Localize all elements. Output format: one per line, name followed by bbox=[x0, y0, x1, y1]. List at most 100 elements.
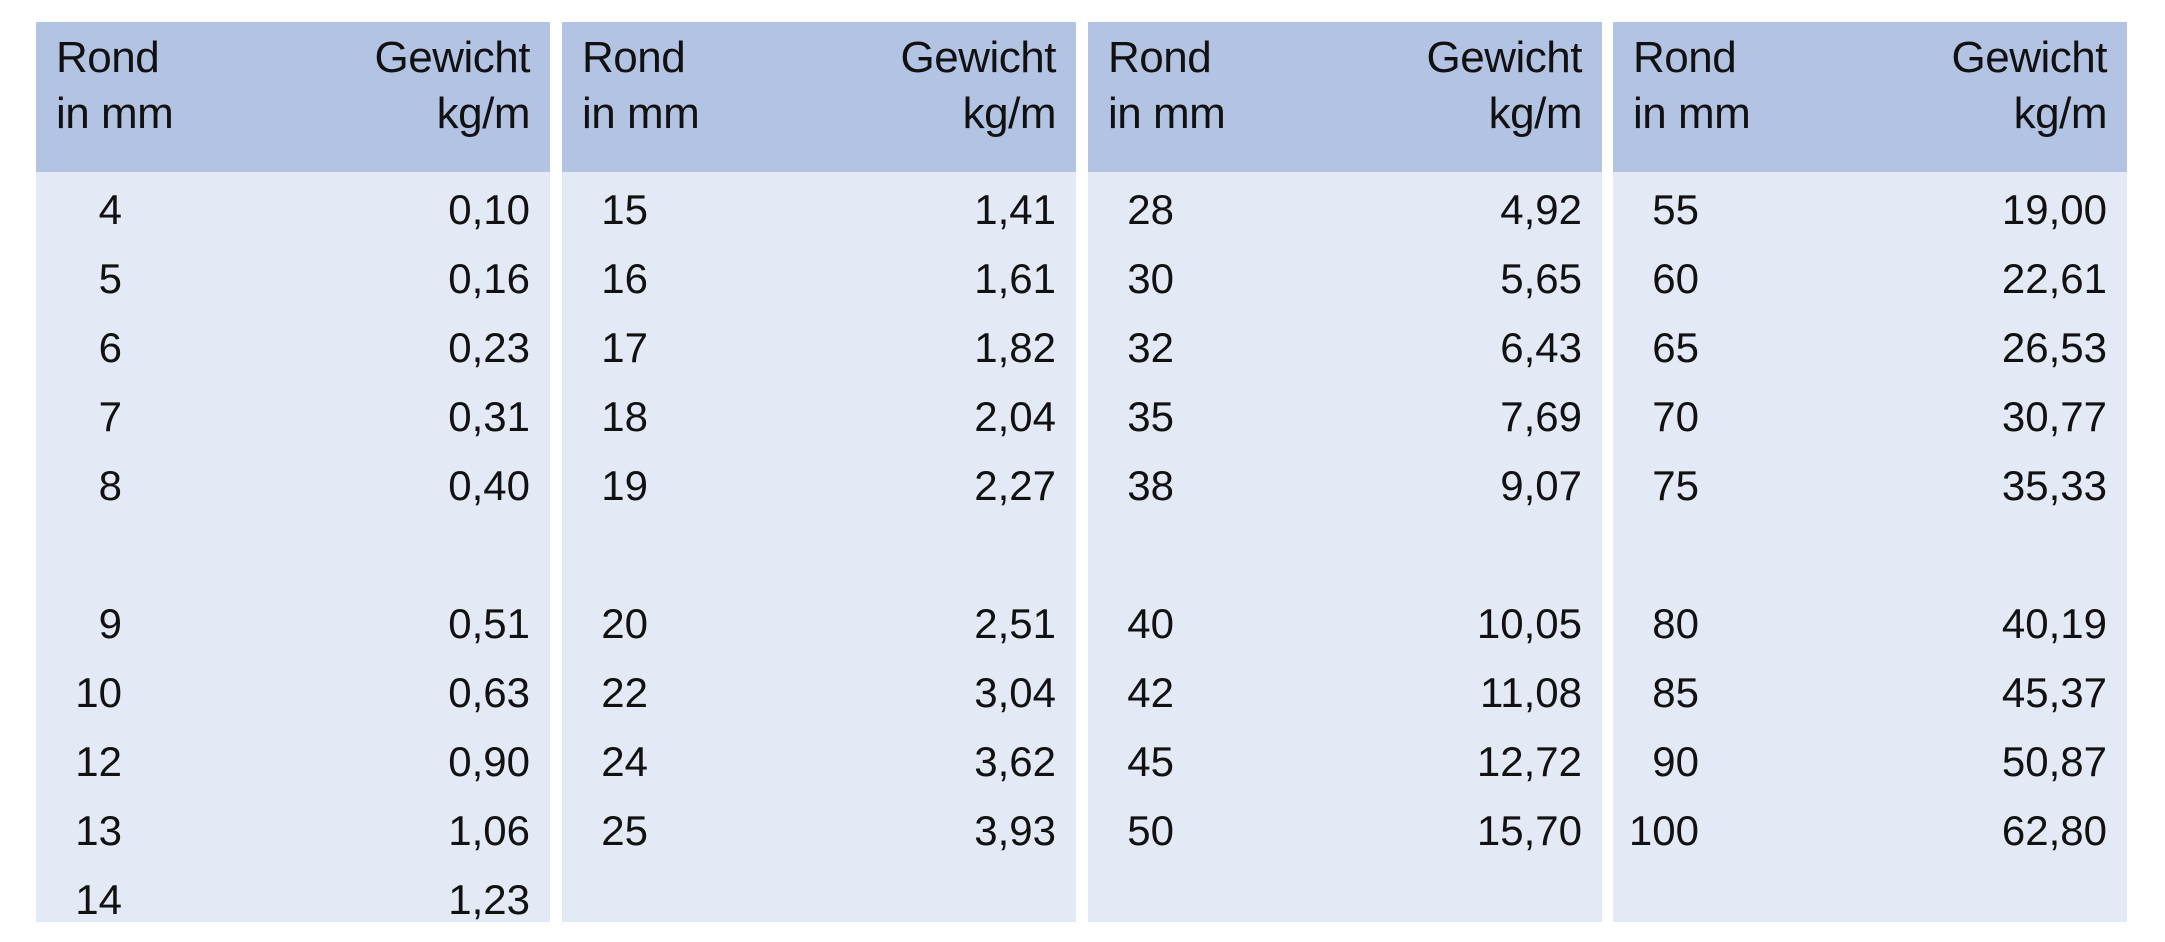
diameter-cell: 85 bbox=[1652, 669, 1699, 716]
diameter-cell: 38 bbox=[1127, 462, 1174, 509]
table-header: Rond in mm Gewicht kg/m bbox=[1088, 22, 1602, 172]
weight-cell: 1,06 bbox=[448, 807, 530, 854]
diameter-cell: 8 bbox=[98, 462, 122, 509]
table-row: 22 3,04 bbox=[562, 658, 1076, 727]
table-row: 32 6,43 bbox=[1088, 313, 1602, 382]
weight-cell: 0,40 bbox=[448, 462, 530, 509]
diameter-cell: 90 bbox=[1652, 738, 1699, 785]
weight-cell: 10,05 bbox=[1476, 600, 1582, 647]
table-row: 15 1,41 bbox=[562, 175, 1076, 244]
diameter-cell: 13 bbox=[75, 807, 122, 854]
weight-cell: 7,69 bbox=[1500, 393, 1582, 440]
table-row: 42 11,08 bbox=[1088, 658, 1602, 727]
header-weight: Gewicht kg/m bbox=[901, 30, 1057, 142]
diameter-cell: 55 bbox=[1652, 186, 1699, 233]
table-row: 9 0,51 bbox=[36, 589, 550, 658]
table-row: 4 0,10 bbox=[36, 175, 550, 244]
weight-cell: 26,53 bbox=[2001, 324, 2107, 371]
header-diameter: Rond in mm bbox=[1108, 30, 1226, 142]
weight-cell: 1,23 bbox=[448, 876, 530, 923]
diameter-cell: 22 bbox=[601, 669, 648, 716]
weight-cell: 3,04 bbox=[974, 669, 1056, 716]
weight-cell: 19,00 bbox=[2001, 186, 2107, 233]
header-diameter-unit: in mm bbox=[1633, 89, 1751, 138]
weight-cell: 0,16 bbox=[448, 255, 530, 302]
table-row: 24 3,62 bbox=[562, 727, 1076, 796]
header-diameter-label: Rond bbox=[56, 33, 160, 82]
weight-cell: 30,77 bbox=[2001, 393, 2107, 440]
header-diameter-unit: in mm bbox=[56, 89, 174, 138]
diameter-cell: 4 bbox=[98, 186, 122, 233]
weight-cell: 1,82 bbox=[974, 324, 1056, 371]
table-panel: Rond in mm Gewicht kg/m 28 4,92 30 5,65 32 6,… bbox=[1088, 22, 1602, 922]
diameter-cell: 35 bbox=[1127, 393, 1174, 440]
table-row: 75 35,33 bbox=[1613, 451, 2127, 520]
table-header: Rond in mm Gewicht kg/m bbox=[1613, 22, 2127, 172]
weight-cell: 9,07 bbox=[1500, 462, 1582, 509]
header-weight-unit: kg/m bbox=[1488, 89, 1583, 138]
diameter-cell: 75 bbox=[1652, 462, 1699, 509]
diameter-cell: 25 bbox=[601, 807, 648, 854]
diameter-cell: 40 bbox=[1127, 600, 1174, 647]
weight-cell: 6,43 bbox=[1500, 324, 1582, 371]
diameter-cell: 17 bbox=[601, 324, 648, 371]
weight-cell: 0,51 bbox=[448, 600, 530, 647]
diameter-cell: 6 bbox=[98, 324, 122, 371]
diameter-cell: 45 bbox=[1127, 738, 1174, 785]
table-row: 14 1,23 bbox=[36, 865, 550, 934]
diameter-cell: 18 bbox=[601, 393, 648, 440]
weight-cell: 50,87 bbox=[2001, 738, 2107, 785]
header-diameter-label: Rond bbox=[582, 33, 686, 82]
diameter-cell: 19 bbox=[601, 462, 648, 509]
table-row: 18 2,04 bbox=[562, 382, 1076, 451]
weight-cell: 11,08 bbox=[1480, 669, 1582, 716]
header-weight-label: Gewicht bbox=[1426, 33, 1583, 82]
table-row: 100 62,80 bbox=[1613, 796, 2127, 865]
table-row: 5 0,16 bbox=[36, 244, 550, 313]
header-weight: Gewicht kg/m bbox=[375, 30, 531, 142]
diameter-cell: 80 bbox=[1652, 600, 1699, 647]
table-row: 19 2,27 bbox=[562, 451, 1076, 520]
table-row: 45 12,72 bbox=[1088, 727, 1602, 796]
table-row: 65 26,53 bbox=[1613, 313, 2127, 382]
diameter-cell: 7 bbox=[98, 393, 122, 440]
weight-cell: 0,90 bbox=[448, 738, 530, 785]
table-row: 25 3,93 bbox=[562, 796, 1076, 865]
weight-cell: 40,19 bbox=[2001, 600, 2107, 647]
header-weight: Gewicht kg/m bbox=[1952, 30, 2108, 142]
table-row: 90 50,87 bbox=[1613, 727, 2127, 796]
weight-cell: 45,37 bbox=[2001, 669, 2107, 716]
weight-cell: 12,72 bbox=[1476, 738, 1582, 785]
header-weight-unit: kg/m bbox=[962, 89, 1057, 138]
weight-cell: 1,61 bbox=[974, 255, 1056, 302]
header-diameter: Rond in mm bbox=[582, 30, 700, 142]
diameter-cell: 32 bbox=[1127, 324, 1174, 371]
table-row: 6 0,23 bbox=[36, 313, 550, 382]
header-diameter-unit: in mm bbox=[582, 89, 700, 138]
header-diameter: Rond in mm bbox=[1633, 30, 1751, 142]
diameter-cell: 14 bbox=[75, 876, 122, 923]
table-row: 30 5,65 bbox=[1088, 244, 1602, 313]
weight-cell: 0,63 bbox=[448, 669, 530, 716]
weight-cell: 0,23 bbox=[448, 324, 530, 371]
diameter-cell: 100 bbox=[1628, 807, 1699, 854]
diameter-cell: 30 bbox=[1127, 255, 1174, 302]
weight-cell: 35,33 bbox=[2001, 462, 2107, 509]
weight-cell: 4,92 bbox=[1500, 186, 1582, 233]
header-diameter-label: Rond bbox=[1108, 33, 1212, 82]
table-row: 20 2,51 bbox=[562, 589, 1076, 658]
table-row: 35 7,69 bbox=[1088, 382, 1602, 451]
weight-cell: 1,41 bbox=[974, 186, 1056, 233]
table-row: 28 4,92 bbox=[1088, 175, 1602, 244]
weight-cell: 2,04 bbox=[974, 393, 1056, 440]
weight-cell: 3,62 bbox=[974, 738, 1056, 785]
diameter-cell: 50 bbox=[1127, 807, 1174, 854]
table-row: 17 1,82 bbox=[562, 313, 1076, 382]
table-row: 80 40,19 bbox=[1613, 589, 2127, 658]
diameter-cell: 16 bbox=[601, 255, 648, 302]
diameter-cell: 42 bbox=[1127, 669, 1174, 716]
diameter-cell: 28 bbox=[1127, 186, 1174, 233]
header-weight-unit: kg/m bbox=[436, 89, 531, 138]
diameter-cell: 5 bbox=[98, 255, 122, 302]
diameter-cell: 12 bbox=[75, 738, 122, 785]
